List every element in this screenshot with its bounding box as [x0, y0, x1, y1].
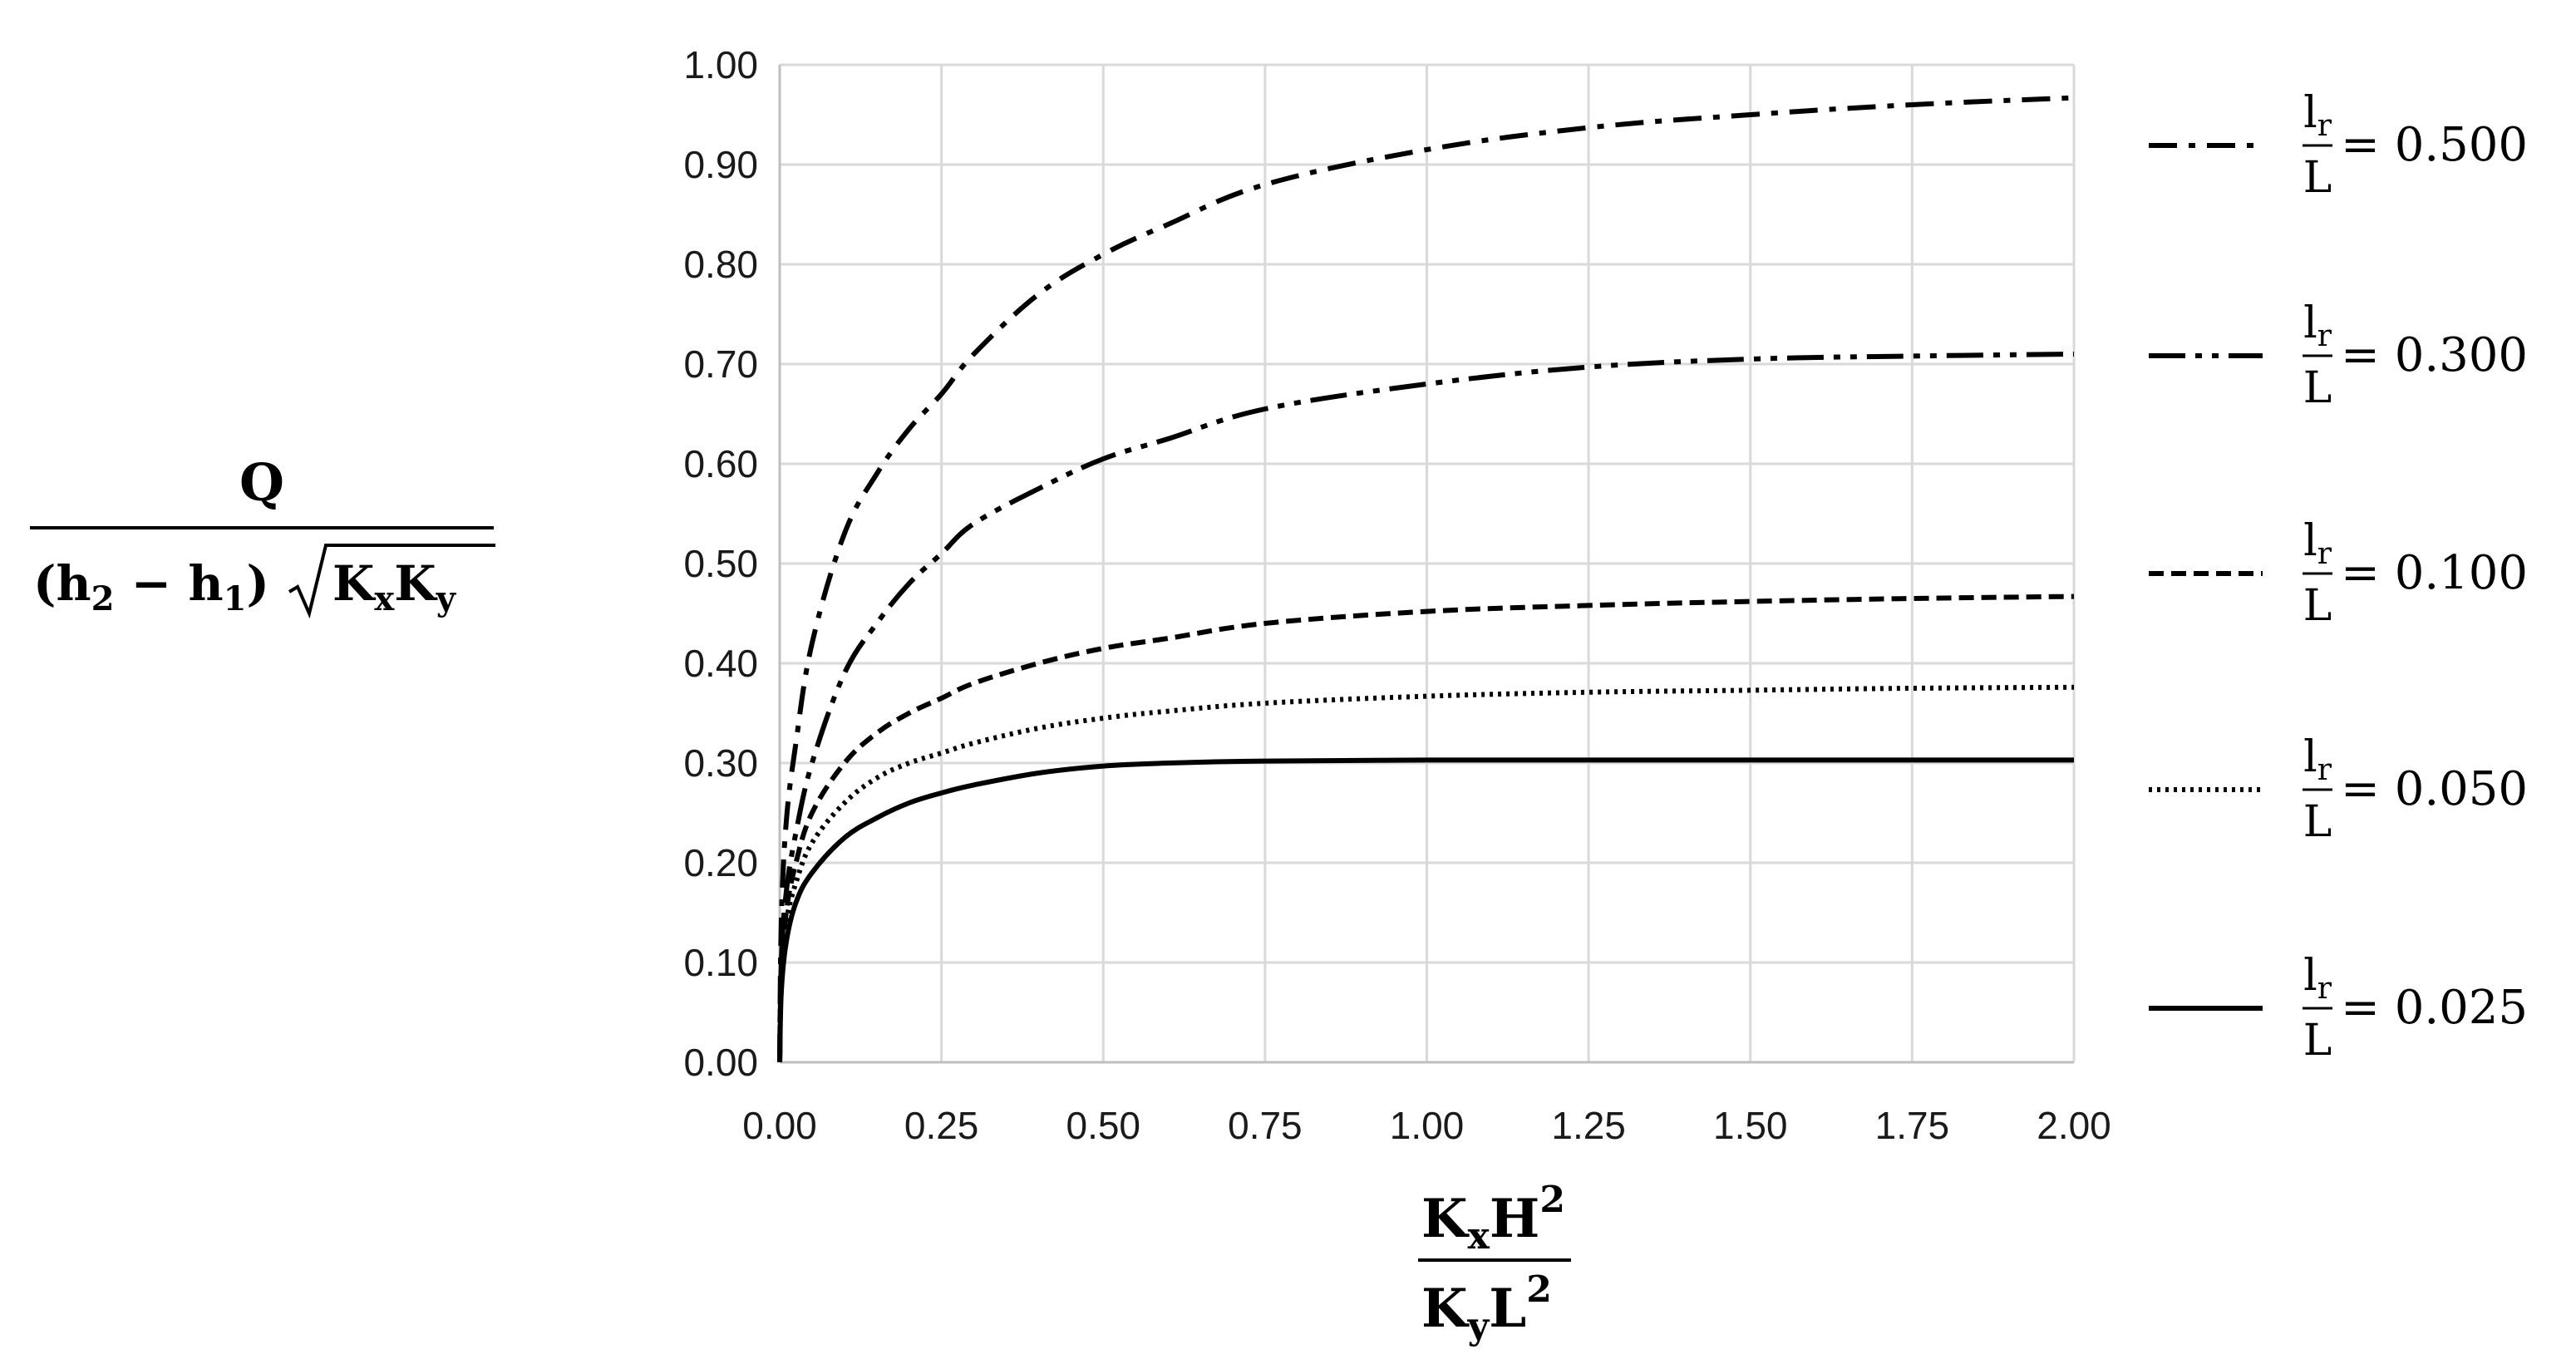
square-root-sign [288, 544, 495, 619]
y-tick-label: 0.50 [683, 542, 758, 585]
legend-value: = 0.025 [2341, 981, 2528, 1035]
x-tick-label: 1.25 [1551, 1104, 1626, 1147]
x-tick-label: 1.75 [1875, 1104, 1950, 1147]
series-lines [777, 95, 2075, 1063]
series-line-1 [777, 95, 2075, 1063]
x-axis-label: KxH2 KyL2 [1418, 1179, 1571, 1347]
series-line-2 [777, 352, 2075, 1063]
y-label-radicand: KxKy [332, 555, 457, 618]
legend-fraction-numerator: lr [2303, 516, 2332, 571]
axes [778, 65, 2074, 1064]
legend-fraction-denominator: L [2303, 797, 2332, 847]
legend-item: lr L= 0.100 [2149, 516, 2528, 631]
legend-fraction-numerator: lr [2303, 88, 2332, 143]
legend-item: lr L= 0.050 [2149, 732, 2528, 847]
y-tick-label: 1.00 [683, 43, 758, 86]
y-tick-label: 0.90 [683, 143, 758, 186]
legend-value: = 0.300 [2341, 328, 2528, 382]
x-tick-label: 0.50 [1066, 1104, 1140, 1147]
y-tick-label: 0.00 [683, 1041, 758, 1084]
legend-fraction-denominator: L [2303, 363, 2332, 413]
legend-fraction-numerator: lr [2303, 298, 2332, 353]
x-tick-label: 0.00 [742, 1104, 817, 1147]
series-line-3 [777, 593, 2075, 1063]
grid [780, 63, 2076, 1062]
legend-value: = 0.050 [2341, 762, 2528, 816]
y-tick-label: 0.30 [683, 741, 758, 785]
legend-fraction-denominator: L [2303, 153, 2332, 203]
x-label-numerator: KxH2 [1421, 1179, 1565, 1258]
legend-fraction-numerator: lr [2303, 951, 2332, 1006]
legend-value: = 0.100 [2341, 546, 2528, 600]
y-tick-label: 0.10 [683, 941, 758, 984]
legend-fraction-denominator: L [2303, 581, 2332, 631]
x-tick-label: 2.00 [2037, 1104, 2111, 1147]
y-label-numerator: Q [239, 452, 284, 513]
x-tick-label: 1.50 [1713, 1104, 1788, 1147]
tick-labels: 0.00 0.10 0.20 0.30 0.40 0.50 0.60 0.70 0.80 0.90… [683, 43, 2111, 1147]
y-axis-label: Q (h2 − h1) KxKy [30, 452, 495, 619]
x-tick-label: 1.00 [1390, 1104, 1465, 1147]
series-line-4 [777, 684, 2075, 1063]
y-tick-label: 0.80 [683, 243, 758, 286]
legend-item: lr L= 0.500 [2149, 88, 2528, 203]
y-tick-label: 0.70 [683, 342, 758, 386]
legend-fraction-denominator: L [2303, 1016, 2332, 1066]
x-tick-label: 0.75 [1228, 1104, 1303, 1147]
legend-value: = 0.500 [2341, 118, 2528, 172]
legend-item: lr L= 0.025 [2149, 951, 2528, 1066]
y-tick-label: 0.40 [683, 642, 758, 685]
y-label-denominator: (h2 − h1) [33, 555, 269, 618]
y-tick-label: 0.60 [683, 442, 758, 485]
series-line-5 [777, 757, 2074, 1063]
legend-item: lr L= 0.300 [2149, 298, 2528, 413]
x-tick-label: 0.25 [904, 1104, 979, 1147]
legend-fraction-numerator: lr [2303, 732, 2332, 787]
x-label-denominator: KyL2 [1421, 1268, 1552, 1347]
y-tick-label: 0.20 [683, 841, 758, 884]
